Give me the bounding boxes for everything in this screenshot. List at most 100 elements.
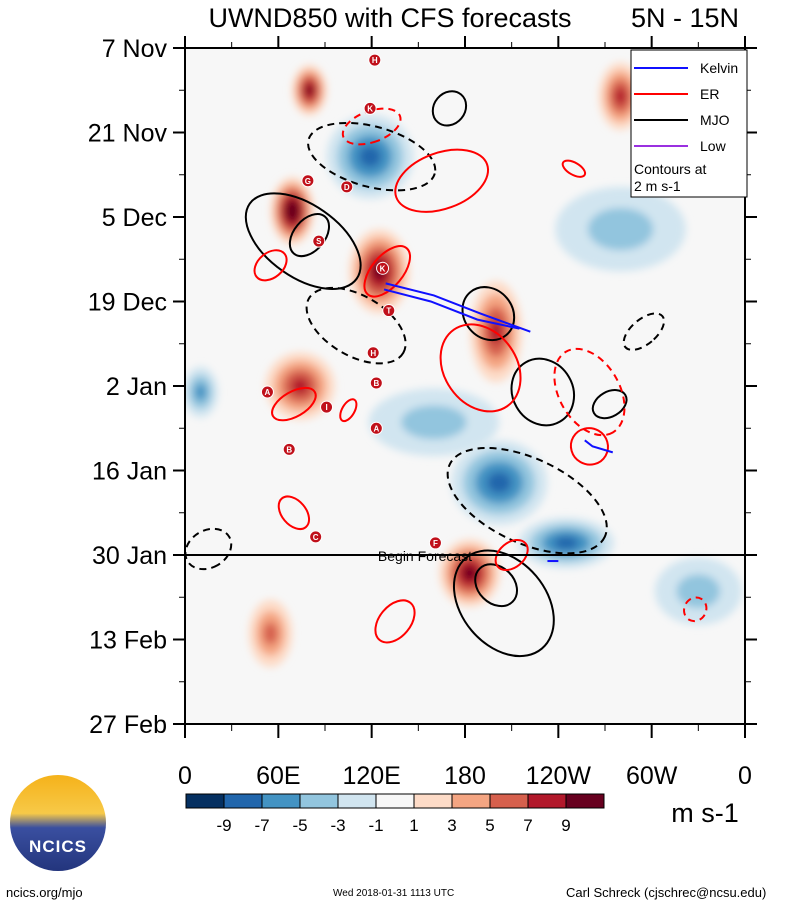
storm-label: K [380,264,386,273]
colorbar-label: 5 [485,816,494,835]
storm-marker: H [368,53,382,67]
storm-icon [369,376,383,390]
y-tick-label: 5 Dec [102,204,167,232]
colorbar-swatch [261,793,301,809]
anomaly-level [554,536,579,550]
anomaly-blob [326,114,414,199]
storm-icon [282,442,296,456]
colorbar-label: 1 [409,816,418,835]
er-contour [339,398,358,423]
colorbar-swatch [299,793,339,809]
mjo-contour [446,447,608,555]
y-tick-label: 2 Jan [106,373,167,401]
legend-note: 2 m s-1 [634,178,681,194]
storm-marker: K [363,101,377,115]
storm-label: B [286,445,292,454]
colorbar-swatch [375,793,415,809]
colorbar-label: 3 [447,816,456,835]
y-tick-label: 16 Jan [92,458,167,486]
colorbar-label: -5 [292,816,307,835]
storm-marker: T [382,304,396,318]
er-contour [253,249,288,282]
footer-url: ncics.org/mjo [6,885,83,900]
storm-label: C [313,533,319,542]
y-tick-label: 7 Nov [102,35,168,63]
storm-marker: F [428,536,442,550]
anomaly-level [194,383,207,401]
er-contour [569,427,609,466]
colorbar-label: -3 [330,816,345,835]
anomaly-blob [185,366,218,418]
anomaly-level [263,622,278,645]
storm-marker: B [369,376,383,390]
storm-marker: A [260,385,274,399]
storm-icon [260,385,274,399]
kelvin-contour [385,282,531,333]
x-tick-label: 180 [444,762,486,790]
storm-label: S [316,237,322,246]
storm-icon [369,421,383,435]
storm-marker: C [309,530,323,544]
storm-marker: D [340,180,354,194]
colorbar-label: 7 [523,816,532,835]
storm-label: T [386,307,391,316]
anomaly-level [487,472,512,494]
mjo-contour [510,357,576,427]
footer-author: Carl Schreck (cjschrec@ncsu.edu) [566,885,767,900]
legend: Kelvin ER MJO Low Contours at2 m s-1 [630,49,748,198]
anomaly-blob [292,64,327,116]
storm-marker: B [282,442,296,456]
storm-icon [368,53,382,67]
storm-icon [312,234,326,248]
storm-label: A [373,424,379,433]
storm-icon [309,530,323,544]
storm-label: F [433,539,438,548]
y-tick-label: 19 Dec [88,289,167,317]
chart-title: UWND850 with CFS forecasts [208,3,571,33]
storm-icon [301,174,315,188]
storm-marker: K [376,261,390,275]
chart-subtitle: 5N - 15N [631,3,739,33]
storm-label: A [265,388,271,397]
storm-label: H [372,56,378,65]
storm-label: G [305,177,311,186]
kelvin-contour [584,439,614,454]
mjo-contour [474,563,518,608]
y-tick-label: 13 Feb [89,627,167,655]
er-contour [683,596,708,623]
er-contour [439,323,522,413]
mjo-contour [622,312,666,351]
storm-label: K [367,104,373,113]
legend-label-er: ER [700,86,719,102]
er-contour [271,386,317,422]
er-contour [553,347,626,437]
colorbar-swatch [565,793,605,809]
colorbar-swatch [527,793,567,809]
er-contour [394,148,490,213]
x-tick-label: 120E [342,762,400,790]
storm-icon [320,400,334,414]
storm-label: H [370,349,376,358]
anomaly-level [676,574,721,609]
storm-icon [340,180,354,194]
forecast-label: Begin Forecast [378,548,472,564]
mjo-contour [305,286,407,365]
colorbar-swatch [185,793,225,809]
mjo-contour [591,389,628,420]
anomaly-level [305,85,313,96]
anomaly-blob [368,388,500,457]
anomaly-blob [451,440,548,525]
anomaly-level [291,377,309,395]
er-contour [561,159,587,178]
colorbar-swatch [451,793,491,809]
mjo-contour [452,549,555,658]
anomaly-level [288,205,296,217]
storm-icon [366,346,380,360]
anomaly-blob [518,517,615,569]
storm-label: D [344,183,350,192]
storm-icon [428,536,442,550]
x-tick-label: 0 [178,762,192,790]
logo-text: NCICS [29,837,87,856]
